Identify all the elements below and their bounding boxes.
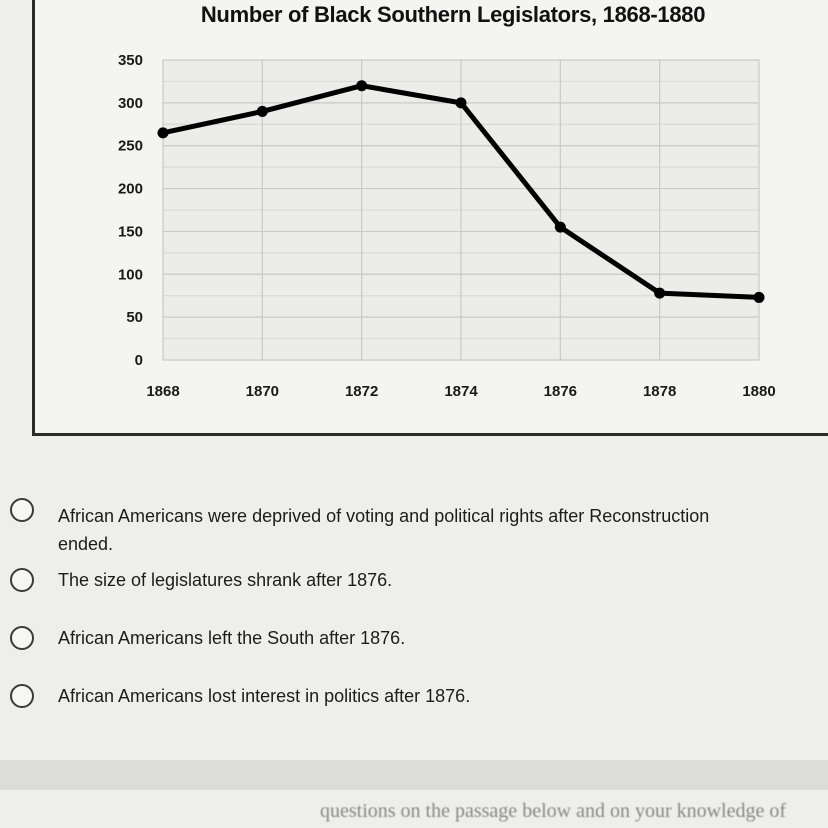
data-point	[554, 221, 566, 233]
radio-button-c[interactable]	[10, 626, 34, 650]
option-d-label: African Americans lost interest in polit…	[58, 686, 471, 706]
y-tick-label: 100	[118, 266, 143, 283]
data-point	[256, 105, 268, 117]
data-point	[753, 291, 765, 303]
data-point	[356, 80, 368, 92]
y-tick-label: 200	[118, 181, 143, 198]
x-tick-label: 1880	[742, 383, 775, 400]
x-tick-label: 1870	[246, 383, 279, 400]
radio-button-d[interactable]	[10, 684, 34, 708]
section-divider	[0, 760, 828, 790]
y-tick-label: 300	[118, 95, 143, 112]
x-tick-label: 1876	[544, 383, 577, 400]
next-question-text: questions on the passage below and on yo…	[320, 800, 787, 822]
data-point	[654, 287, 666, 299]
data-point	[157, 127, 169, 139]
option-b-label: The size of legislatures shrank after 18…	[58, 570, 393, 590]
y-tick-label: 250	[118, 138, 143, 155]
y-tick-label: 0	[135, 352, 143, 369]
radio-button-a[interactable]	[10, 498, 34, 522]
x-tick-label: 1874	[444, 383, 478, 400]
option-a-label: African Americans were deprived of votin…	[58, 506, 710, 554]
chart-panel: Number of Black Southern Legislators, 18…	[32, 0, 828, 436]
y-tick-label: 150	[118, 223, 143, 240]
radio-button-b[interactable]	[10, 568, 34, 592]
y-tick-label: 50	[126, 309, 143, 326]
chart-title: Number of Black Southern Legislators, 18…	[200, 2, 706, 27]
data-point	[455, 97, 467, 109]
option-c-label: African Americans left the South after 1…	[58, 628, 406, 648]
y-tick-label: 350	[118, 52, 143, 69]
x-tick-label: 1868	[146, 383, 179, 400]
x-tick-label: 1878	[643, 383, 676, 400]
x-tick-label: 1872	[345, 383, 378, 400]
